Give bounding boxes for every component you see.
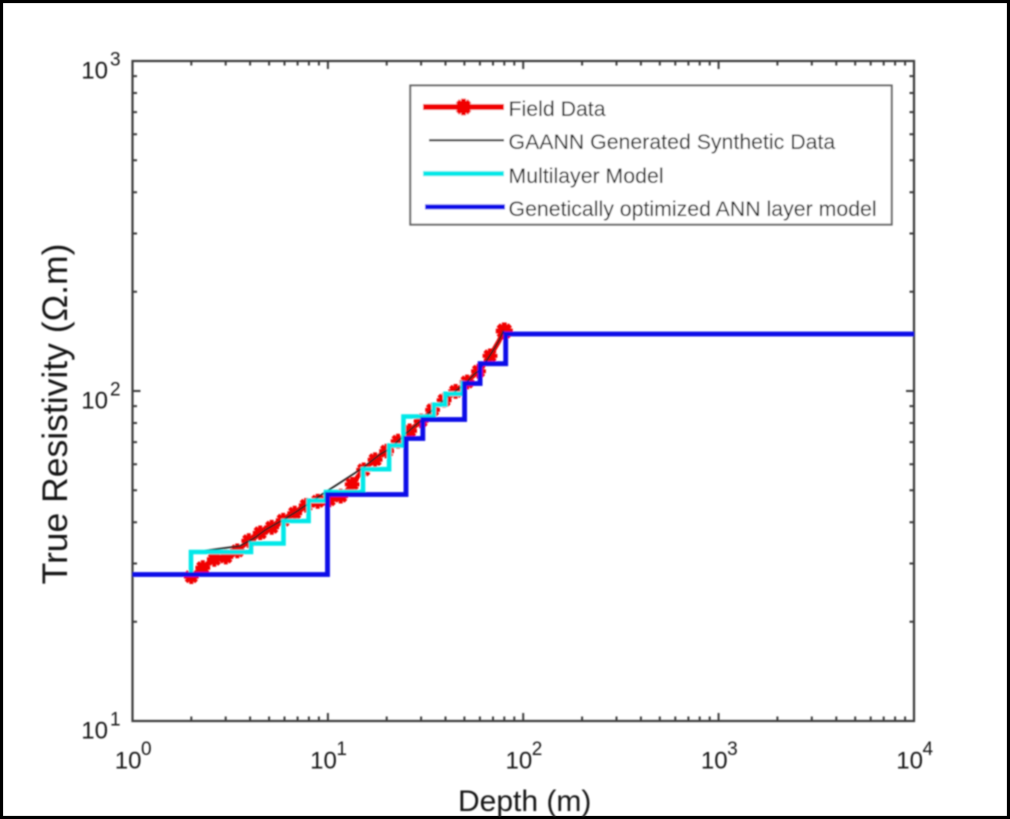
svg-text:3: 3 bbox=[110, 50, 121, 71]
svg-text:10: 10 bbox=[81, 388, 108, 415]
svg-text:Field Data: Field Data bbox=[509, 97, 606, 121]
svg-text:4: 4 bbox=[923, 739, 934, 760]
svg-text:Depth (m): Depth (m) bbox=[458, 785, 591, 818]
svg-text:0: 0 bbox=[141, 739, 152, 760]
svg-text:1: 1 bbox=[336, 739, 347, 760]
svg-text:10: 10 bbox=[81, 718, 108, 745]
svg-text:10: 10 bbox=[506, 748, 533, 775]
svg-text:10: 10 bbox=[81, 58, 108, 85]
svg-text:10: 10 bbox=[701, 748, 728, 775]
svg-text:Multilayer Model: Multilayer Model bbox=[509, 164, 664, 188]
svg-text:10: 10 bbox=[310, 748, 337, 775]
svg-text:10: 10 bbox=[115, 748, 142, 775]
svg-text:True Resistivity (Ω.m): True Resistivity (Ω.m) bbox=[35, 244, 75, 585]
svg-text:Genetically optimized ANN laye: Genetically optimized ANN layer model bbox=[509, 197, 877, 221]
svg-text:3: 3 bbox=[727, 739, 738, 760]
svg-text:GAANN Generated Synthetic Data: GAANN Generated Synthetic Data bbox=[509, 130, 836, 154]
svg-text:10: 10 bbox=[896, 748, 923, 775]
svg-text:2: 2 bbox=[110, 380, 121, 401]
svg-text:2: 2 bbox=[532, 739, 543, 760]
svg-text:1: 1 bbox=[110, 710, 121, 731]
